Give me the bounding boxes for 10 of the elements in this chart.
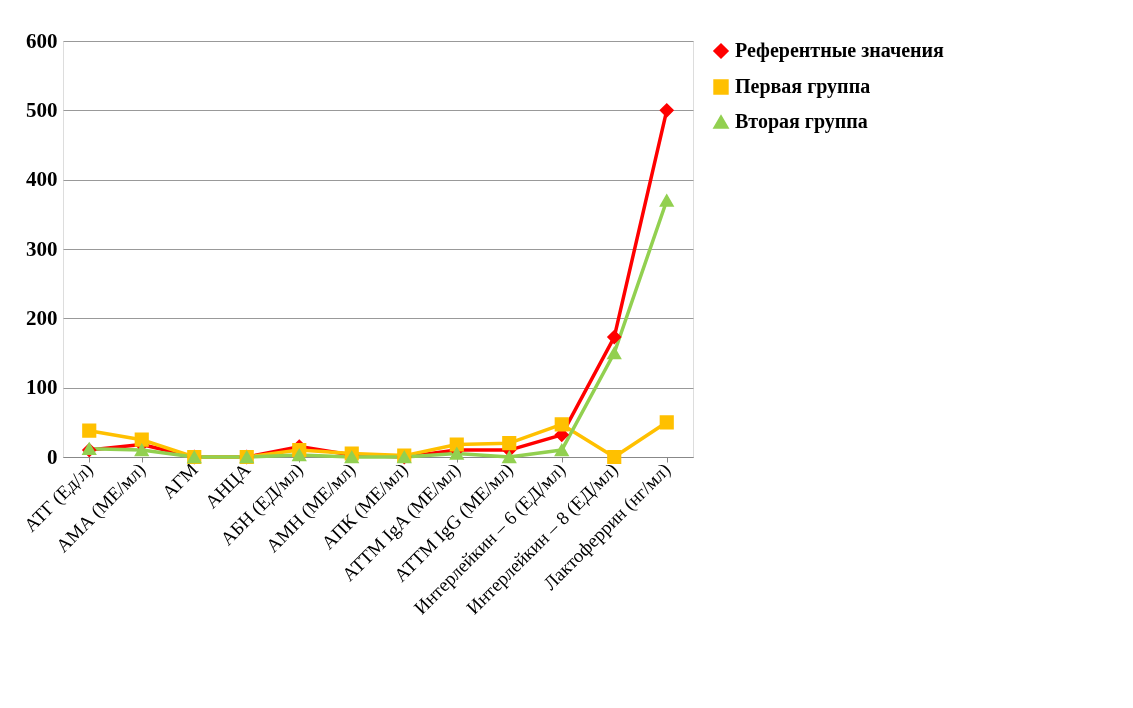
y-tick-label: 600 [26,28,58,53]
legend-label: Референтные значения [735,39,945,62]
y-tick-label: 200 [26,305,58,330]
legend-label: Вторая группа [735,110,868,133]
y-tick-label: 300 [26,236,58,261]
y-tick-label: 500 [26,97,58,122]
y-tick-label: 400 [26,167,58,192]
y-tick-label: 100 [26,375,58,400]
y-tick-label: 0 [47,444,58,469]
legend-label: Первая группа [735,75,871,98]
